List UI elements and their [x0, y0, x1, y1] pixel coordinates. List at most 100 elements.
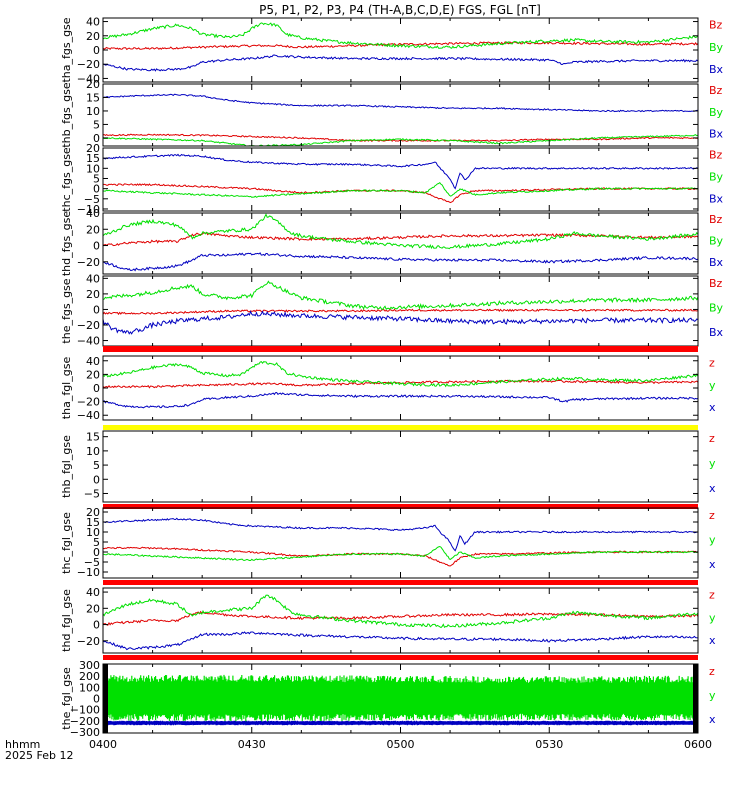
y-tick-label: 5 [93, 536, 100, 549]
legend-by: By [709, 170, 724, 183]
status-bar-red [103, 346, 698, 352]
legend-by: By [709, 234, 724, 247]
y-tick-label: −40 [77, 335, 100, 348]
x-tick-label: 0400 [89, 738, 117, 751]
panel-frame [102, 83, 699, 147]
y-tick-label: −100 [70, 704, 100, 717]
legend-z: z [709, 356, 715, 369]
legend-bz: Bz [709, 213, 723, 226]
legend-x: x [709, 482, 716, 495]
series-z-line [103, 308, 698, 316]
panel-thd-fgl-gse: 40 20 0 −20 thd_fgl_gse zyx [60, 586, 716, 654]
series-y-line [103, 360, 698, 388]
panel-the-fgs-gse: 40 20 0 −20 −40 the_fgs_gse Bz By Bx [60, 272, 724, 347]
y-tick-label: −20 [77, 635, 100, 648]
y-tick-label: 40 [86, 16, 100, 29]
y-tick-label: −5 [84, 556, 100, 569]
y-tick-label: −10 [77, 566, 100, 579]
series-x-line [103, 93, 698, 113]
y-tick-label: 0 [93, 132, 100, 145]
y-tick-label: −20 [77, 396, 100, 409]
y-tick-label: 40 [86, 272, 100, 285]
y-tick-label: −200 [70, 715, 100, 728]
edge-marker-right [693, 664, 698, 733]
legend-bz: Bz [709, 148, 723, 161]
legend-x: x [709, 634, 716, 647]
legend-by: By [709, 302, 724, 315]
legend-y: y [709, 611, 716, 624]
plot-title: P5, P1, P2, P3, P4 (TH-A,B,C,D,E) FGS, F… [259, 3, 541, 17]
y-tick-label: −20 [77, 319, 100, 332]
legend-y: y [709, 379, 716, 392]
y-axis-label: thb_fgl_gse [60, 435, 73, 498]
x-tick-label: 0530 [535, 738, 563, 751]
y-tick-label: 20 [86, 368, 100, 381]
y-axis-label: the_fgl_gse [60, 667, 73, 730]
series-y-line [103, 594, 698, 629]
panel-frame [102, 430, 699, 503]
y-tick-label: 15 [86, 91, 100, 104]
y-tick-label: 20 [86, 142, 100, 155]
y-tick-label: 40 [86, 355, 100, 368]
series-y-line [103, 213, 698, 250]
y-tick-label: 0 [93, 382, 100, 395]
y-axis-label: thb_fgs_gse [60, 82, 73, 148]
y-tick-label: 0 [93, 240, 100, 253]
series-x-line [103, 54, 698, 72]
y-tick-label: 20 [86, 288, 100, 301]
series-y-line [103, 22, 698, 49]
y-tick-label: −20 [77, 58, 100, 71]
y-axis-label: thc_fgl_gse [60, 512, 73, 574]
series-z-line [103, 40, 698, 51]
legend-z: z [709, 589, 715, 602]
series-y-line [103, 134, 698, 146]
legend-bx: Bx [709, 326, 724, 339]
series-y-line [103, 545, 698, 561]
series-x-line [103, 310, 698, 335]
series-y-line [103, 182, 698, 198]
y-tick-label: 20 [86, 602, 100, 615]
y-tick-label: 10 [86, 105, 100, 118]
y-tick-label: −10 [77, 203, 100, 216]
legend-x: x [709, 558, 716, 571]
series-y-line [103, 280, 698, 311]
y-tick-label: 15 [86, 431, 100, 444]
legend-x: x [709, 713, 716, 726]
y-tick-label: −40 [77, 409, 100, 422]
status-bar-yellow [103, 425, 698, 430]
y-axis-label: thd_fgl_gse [60, 589, 73, 652]
panel-frame [102, 212, 699, 275]
series-z-line [103, 546, 698, 567]
legend-y: y [709, 689, 716, 702]
x-tick-label: 0600 [684, 738, 712, 751]
edge-marker-left [103, 664, 108, 733]
y-tick-label: 0 [93, 693, 100, 706]
legend-bx: Bx [709, 256, 724, 269]
series-x-line [103, 631, 698, 651]
panel-frame [102, 17, 699, 83]
y-tick-label: 300 [79, 659, 100, 672]
legend-y: y [709, 457, 716, 470]
status-bar-red [103, 580, 698, 585]
y-tick-label: 5 [93, 459, 100, 472]
y-tick-label: 40 [86, 207, 100, 220]
legend-bx: Bx [709, 128, 724, 141]
y-tick-label: −5 [84, 193, 100, 206]
y-tick-label: 20 [86, 30, 100, 43]
status-bar-red [103, 504, 698, 509]
y-tick-label: 20 [86, 506, 100, 519]
y-tick-label: 200 [79, 670, 100, 683]
panel-frame [102, 507, 699, 579]
y-axis-label: thc_fgs_gse [60, 147, 73, 212]
y-tick-label: 0 [93, 44, 100, 57]
y-tick-label: 10 [86, 526, 100, 539]
x-tick-label: 0500 [387, 738, 415, 751]
y-tick-label: 0 [93, 303, 100, 316]
